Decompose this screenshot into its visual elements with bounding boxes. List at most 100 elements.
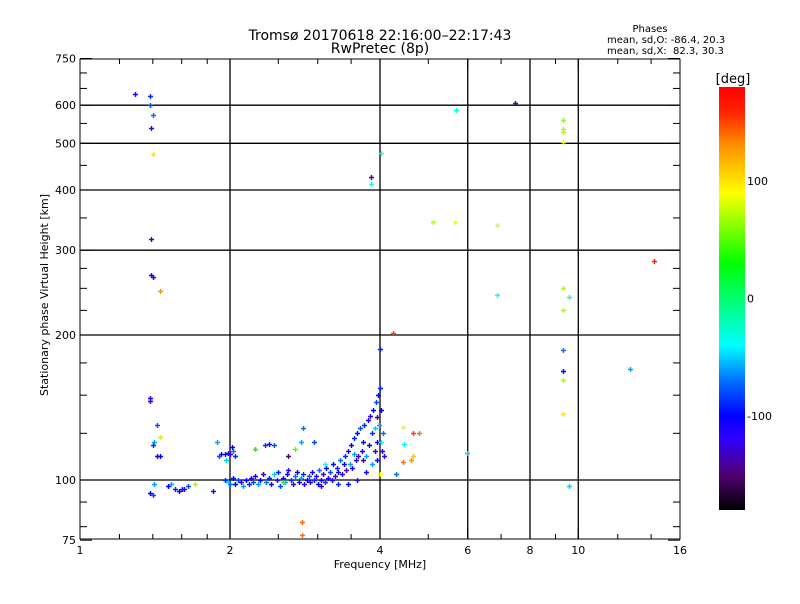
data-point (233, 454, 238, 459)
data-point (267, 442, 272, 447)
data-point (217, 454, 222, 459)
data-point (561, 140, 566, 145)
data-point (158, 435, 163, 440)
data-point (295, 470, 300, 475)
data-point (228, 482, 233, 487)
x-tick-label: 6 (464, 544, 471, 557)
data-point (336, 470, 341, 475)
data-point (352, 452, 357, 457)
stats-o-mode: mean, sd,O: -86.4, 20.3 (607, 35, 725, 46)
data-point (275, 478, 280, 483)
data-point (169, 482, 174, 487)
data-point (561, 412, 566, 417)
colorbar-label: [deg] (716, 72, 751, 87)
data-point (495, 293, 500, 298)
data-point (561, 378, 566, 383)
data-point (272, 472, 277, 477)
y-tick-label: 600 (55, 99, 76, 112)
y-tick-label: 500 (55, 137, 76, 150)
data-point (148, 399, 153, 404)
data-point (286, 454, 291, 459)
data-point (323, 480, 328, 485)
data-point (373, 426, 378, 431)
data-point (312, 440, 317, 445)
data-point (465, 451, 470, 456)
data-point (333, 474, 338, 479)
data-point (230, 445, 235, 450)
data-point (378, 386, 383, 391)
data-point (348, 462, 353, 467)
data-point (331, 462, 336, 467)
data-point (349, 443, 354, 448)
data-point (264, 480, 269, 485)
data-point (652, 259, 657, 264)
y-tick-label: 400 (55, 184, 76, 197)
x-tick-label: 8 (527, 544, 534, 557)
data-point (305, 478, 310, 483)
data-point (361, 458, 366, 463)
data-point (346, 482, 351, 487)
colorbar-tick-label: -100 (747, 410, 772, 423)
grid-lines (80, 59, 680, 539)
data-point (355, 431, 360, 436)
data-point (152, 482, 157, 487)
data-point (379, 408, 384, 413)
data-point (394, 472, 399, 477)
data-point (379, 151, 384, 156)
data-point (186, 484, 191, 489)
data-point (148, 491, 153, 496)
data-point (343, 454, 348, 459)
data-point (297, 480, 302, 485)
data-point (312, 478, 317, 483)
chart-subtitle: RwPretec (8p) (331, 41, 429, 57)
data-point (319, 484, 324, 489)
stats-x-mode: mean, sd,X: 82.3, 30.3 (607, 46, 724, 57)
data-point (182, 487, 187, 492)
data-point (285, 472, 290, 477)
data-point (148, 94, 153, 99)
x-tick-label: 10 (571, 544, 585, 557)
data-point (369, 182, 374, 187)
colorbar-tick-label: 0 (747, 293, 754, 306)
data-point (151, 443, 156, 448)
data-point (376, 393, 381, 398)
data-point (253, 447, 258, 452)
data-point (401, 425, 406, 430)
colorbar-tick-label: 100 (747, 175, 768, 188)
data-point (335, 466, 340, 471)
data-point (561, 308, 566, 313)
data-point (561, 369, 566, 374)
data-point (340, 472, 345, 477)
data-point (231, 449, 236, 454)
data-point (307, 474, 312, 479)
data-point (299, 440, 304, 445)
data-point (360, 449, 365, 454)
data-point (293, 474, 298, 479)
data-point (380, 449, 385, 454)
data-point (244, 478, 249, 483)
data-point (314, 474, 319, 479)
data-point (272, 443, 277, 448)
data-point (321, 472, 326, 477)
x-tick-label: 16 (673, 544, 687, 557)
data-point (366, 418, 371, 423)
data-point (267, 476, 272, 481)
data-point (151, 113, 156, 118)
data-point (223, 452, 228, 457)
data-point (319, 478, 324, 483)
data-point (382, 454, 387, 459)
data-point (326, 476, 331, 481)
data-point (158, 454, 163, 459)
data-point (375, 415, 380, 420)
data-point (155, 423, 160, 428)
data-point (239, 480, 244, 485)
chart-title: Tromsø 20170618 22:16:00–22:17:43 (248, 28, 512, 44)
data-point (281, 480, 286, 485)
data-point (228, 452, 233, 457)
data-point (431, 220, 436, 225)
data-point (224, 458, 229, 463)
data-point (358, 426, 363, 431)
data-point (453, 220, 458, 225)
data-point (269, 482, 274, 487)
y-tick-label: 200 (55, 329, 76, 342)
